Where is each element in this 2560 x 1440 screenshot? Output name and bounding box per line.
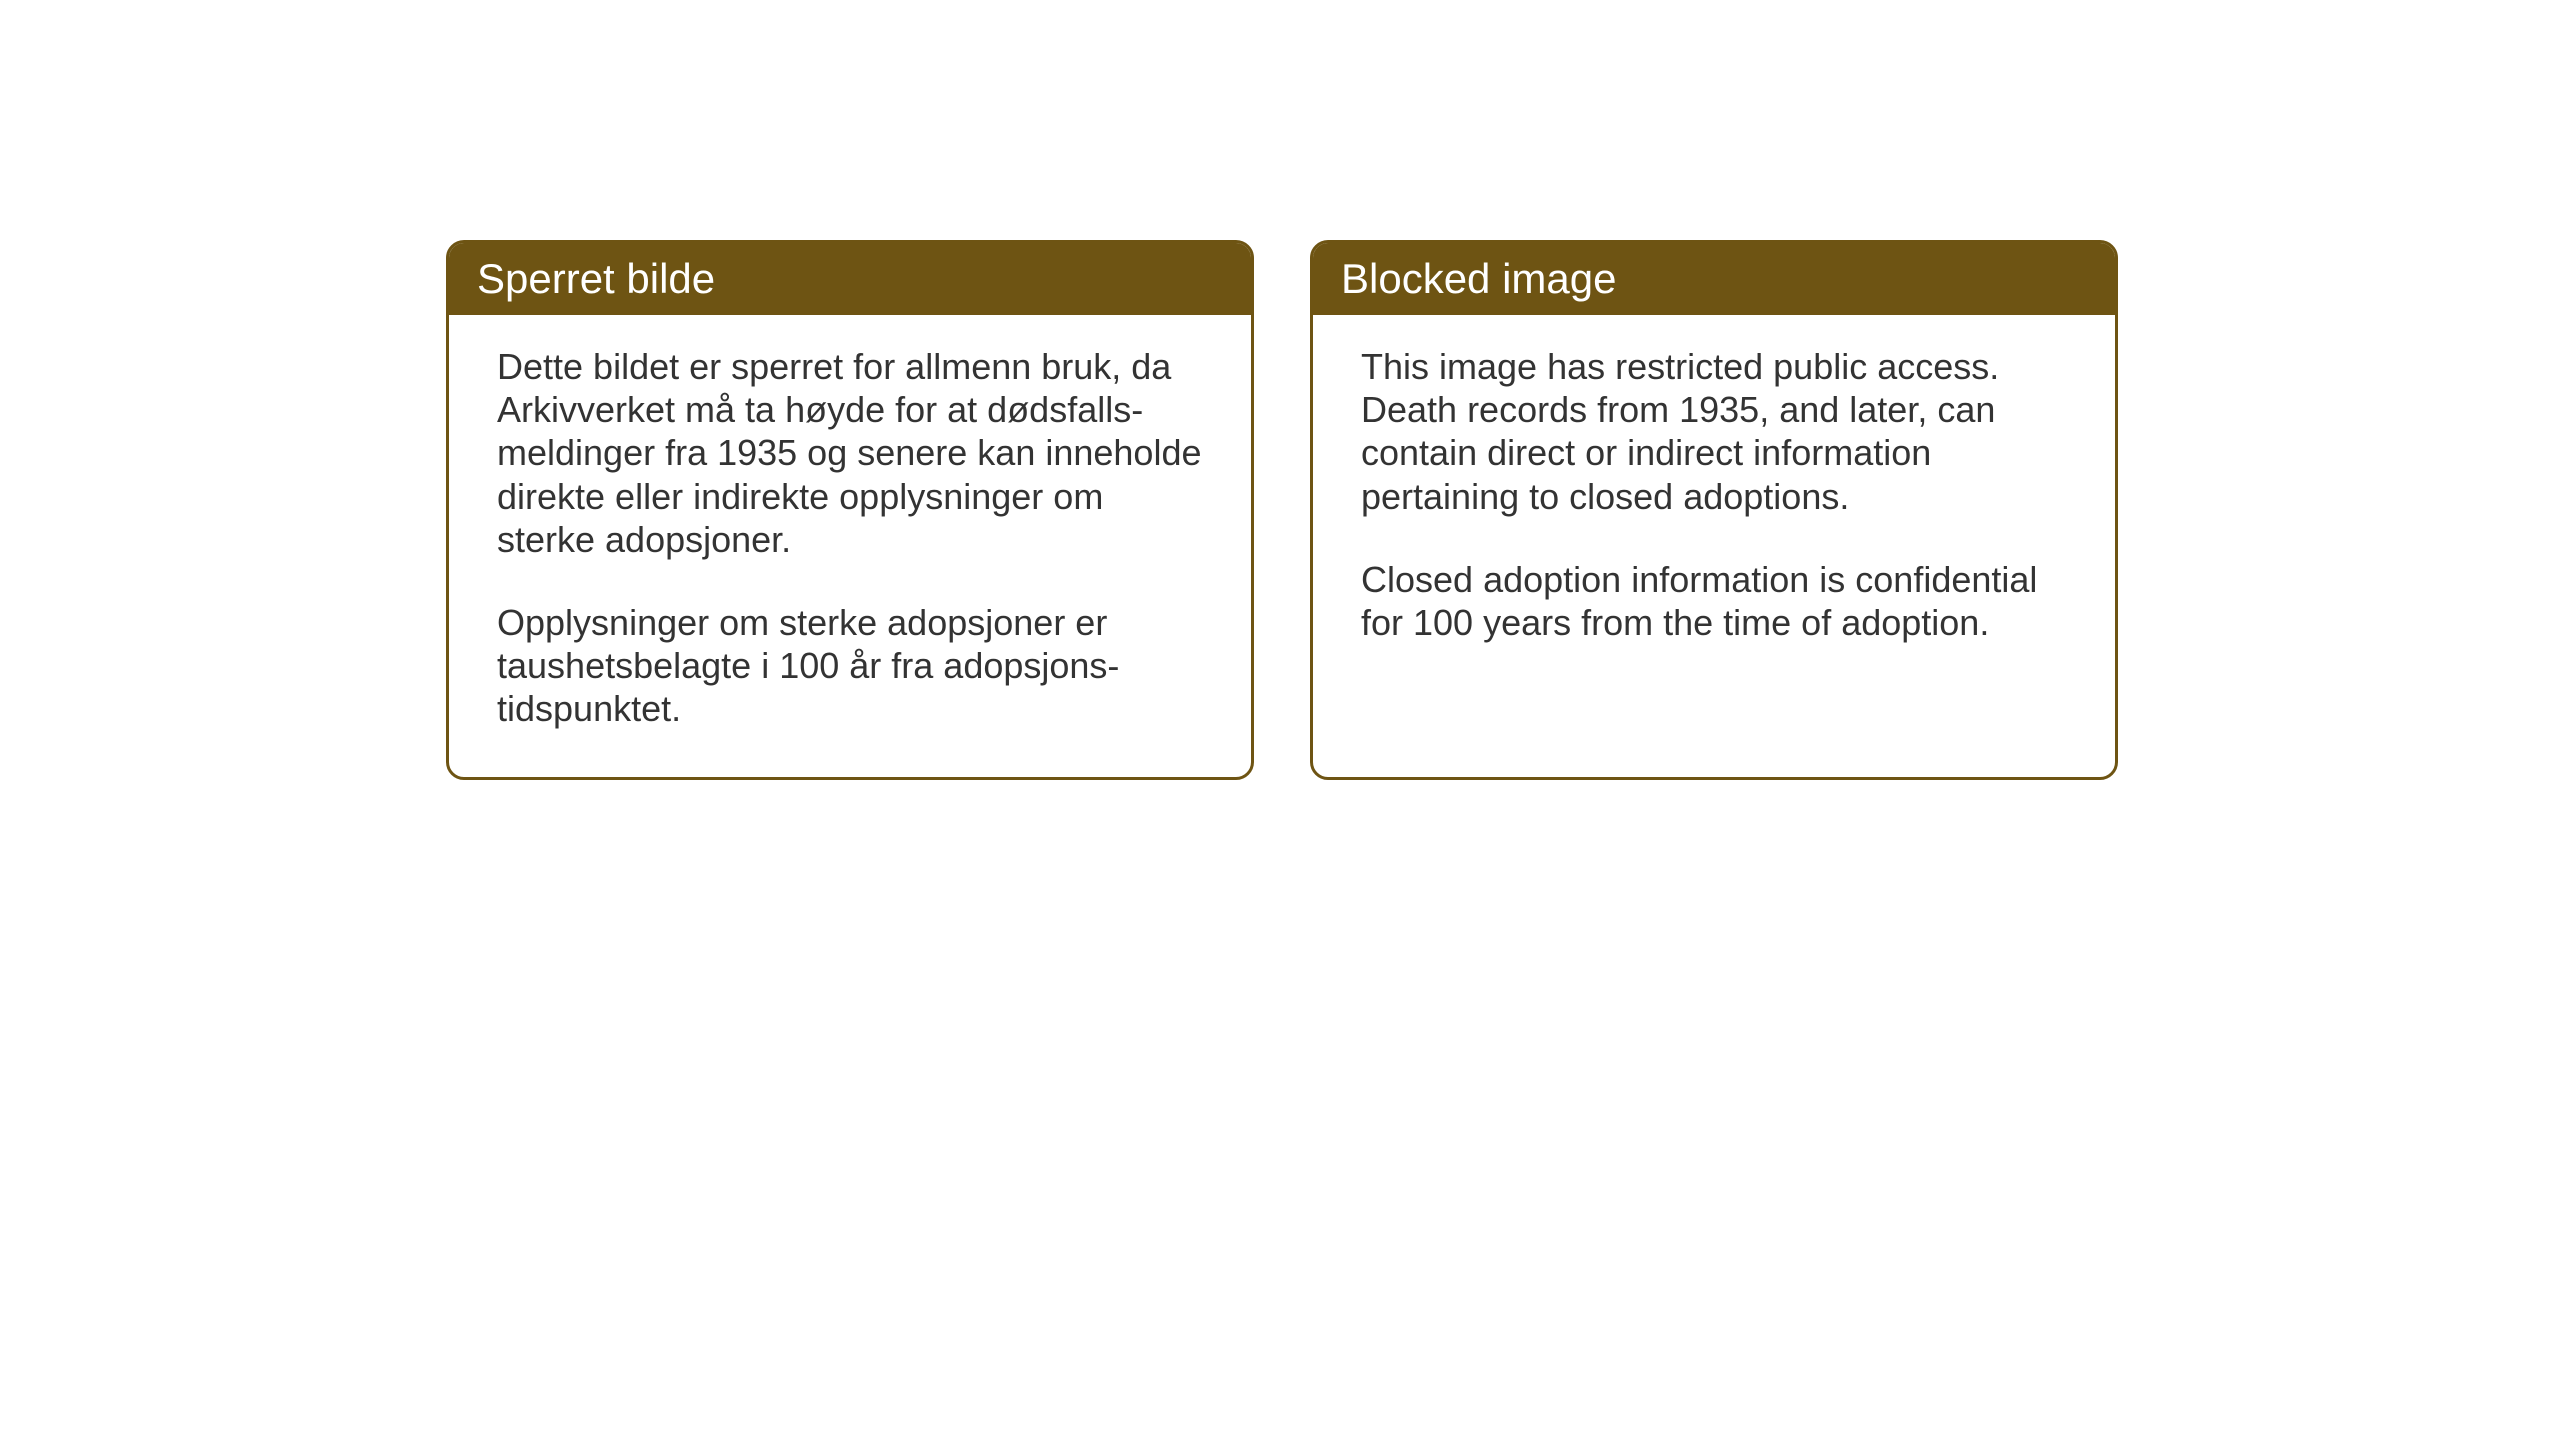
card-title-english: Blocked image bbox=[1341, 255, 1616, 302]
card-body-norwegian: Dette bildet er sperret for allmenn bruk… bbox=[449, 315, 1251, 777]
card-paragraph-1-norwegian: Dette bildet er sperret for allmenn bruk… bbox=[497, 345, 1203, 561]
notice-container: Sperret bilde Dette bildet er sperret fo… bbox=[446, 240, 2118, 780]
card-body-english: This image has restricted public access.… bbox=[1313, 315, 2115, 690]
notice-card-norwegian: Sperret bilde Dette bildet er sperret fo… bbox=[446, 240, 1254, 780]
card-header-english: Blocked image bbox=[1313, 243, 2115, 315]
card-title-norwegian: Sperret bilde bbox=[477, 255, 715, 302]
card-paragraph-1-english: This image has restricted public access.… bbox=[1361, 345, 2067, 518]
notice-card-english: Blocked image This image has restricted … bbox=[1310, 240, 2118, 780]
card-header-norwegian: Sperret bilde bbox=[449, 243, 1251, 315]
card-paragraph-2-english: Closed adoption information is confident… bbox=[1361, 558, 2067, 644]
card-paragraph-2-norwegian: Opplysninger om sterke adopsjoner er tau… bbox=[497, 601, 1203, 731]
